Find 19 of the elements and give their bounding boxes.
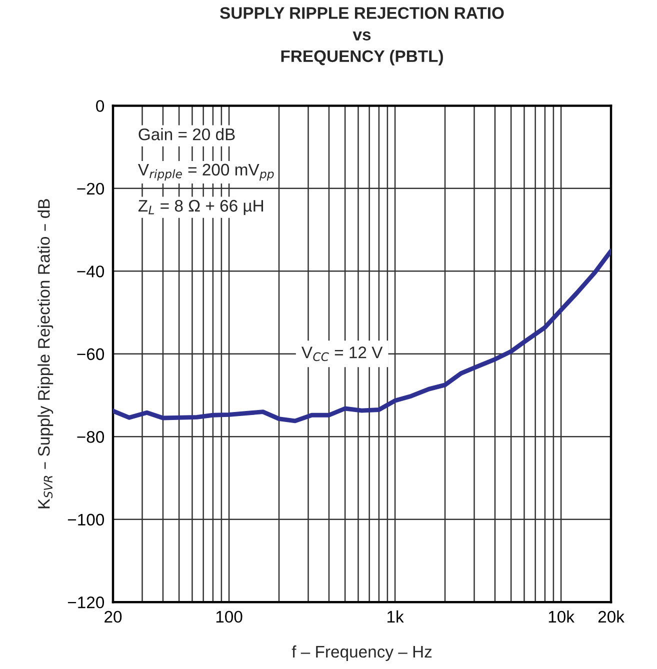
annotation: Z$_{L}$ = 8 Ω + 66 µH	[138, 200, 263, 215]
y-tick-label: −40	[77, 266, 104, 278]
y-axis-title: K$_{SVR}$ – Supply Ripple Rejection Ratio – dB	[38, 199, 54, 508]
x-axis-title: f – Frequency – Hz	[292, 645, 432, 661]
annotation: V$_{CC}$ = 12 V	[301, 346, 383, 362]
x-tick-label: 20k	[598, 610, 624, 623]
y-tick-label: −80	[77, 431, 104, 443]
x-tick-label: 20	[104, 610, 122, 623]
x-tick-label: 100	[216, 610, 242, 623]
y-tick-label: −100	[68, 514, 104, 526]
x-tick-label: 10k	[548, 610, 574, 623]
y-tick-label: −20	[77, 182, 104, 195]
chart-title: SUPPLY RIPPLE REJECTION RATIO vs FREQUENCY (PBTL)	[220, 7, 504, 66]
y-tick-label: −120	[68, 596, 104, 608]
x-tick-label: 1k	[388, 610, 404, 623]
y-tick-label: −60	[77, 348, 104, 360]
annotation: Gain = 20 dB	[138, 128, 235, 140]
y-tick-label: 0	[96, 100, 104, 112]
annotation: V$_{ripple}$ = 200 mV$_{pp}$	[138, 164, 274, 181]
